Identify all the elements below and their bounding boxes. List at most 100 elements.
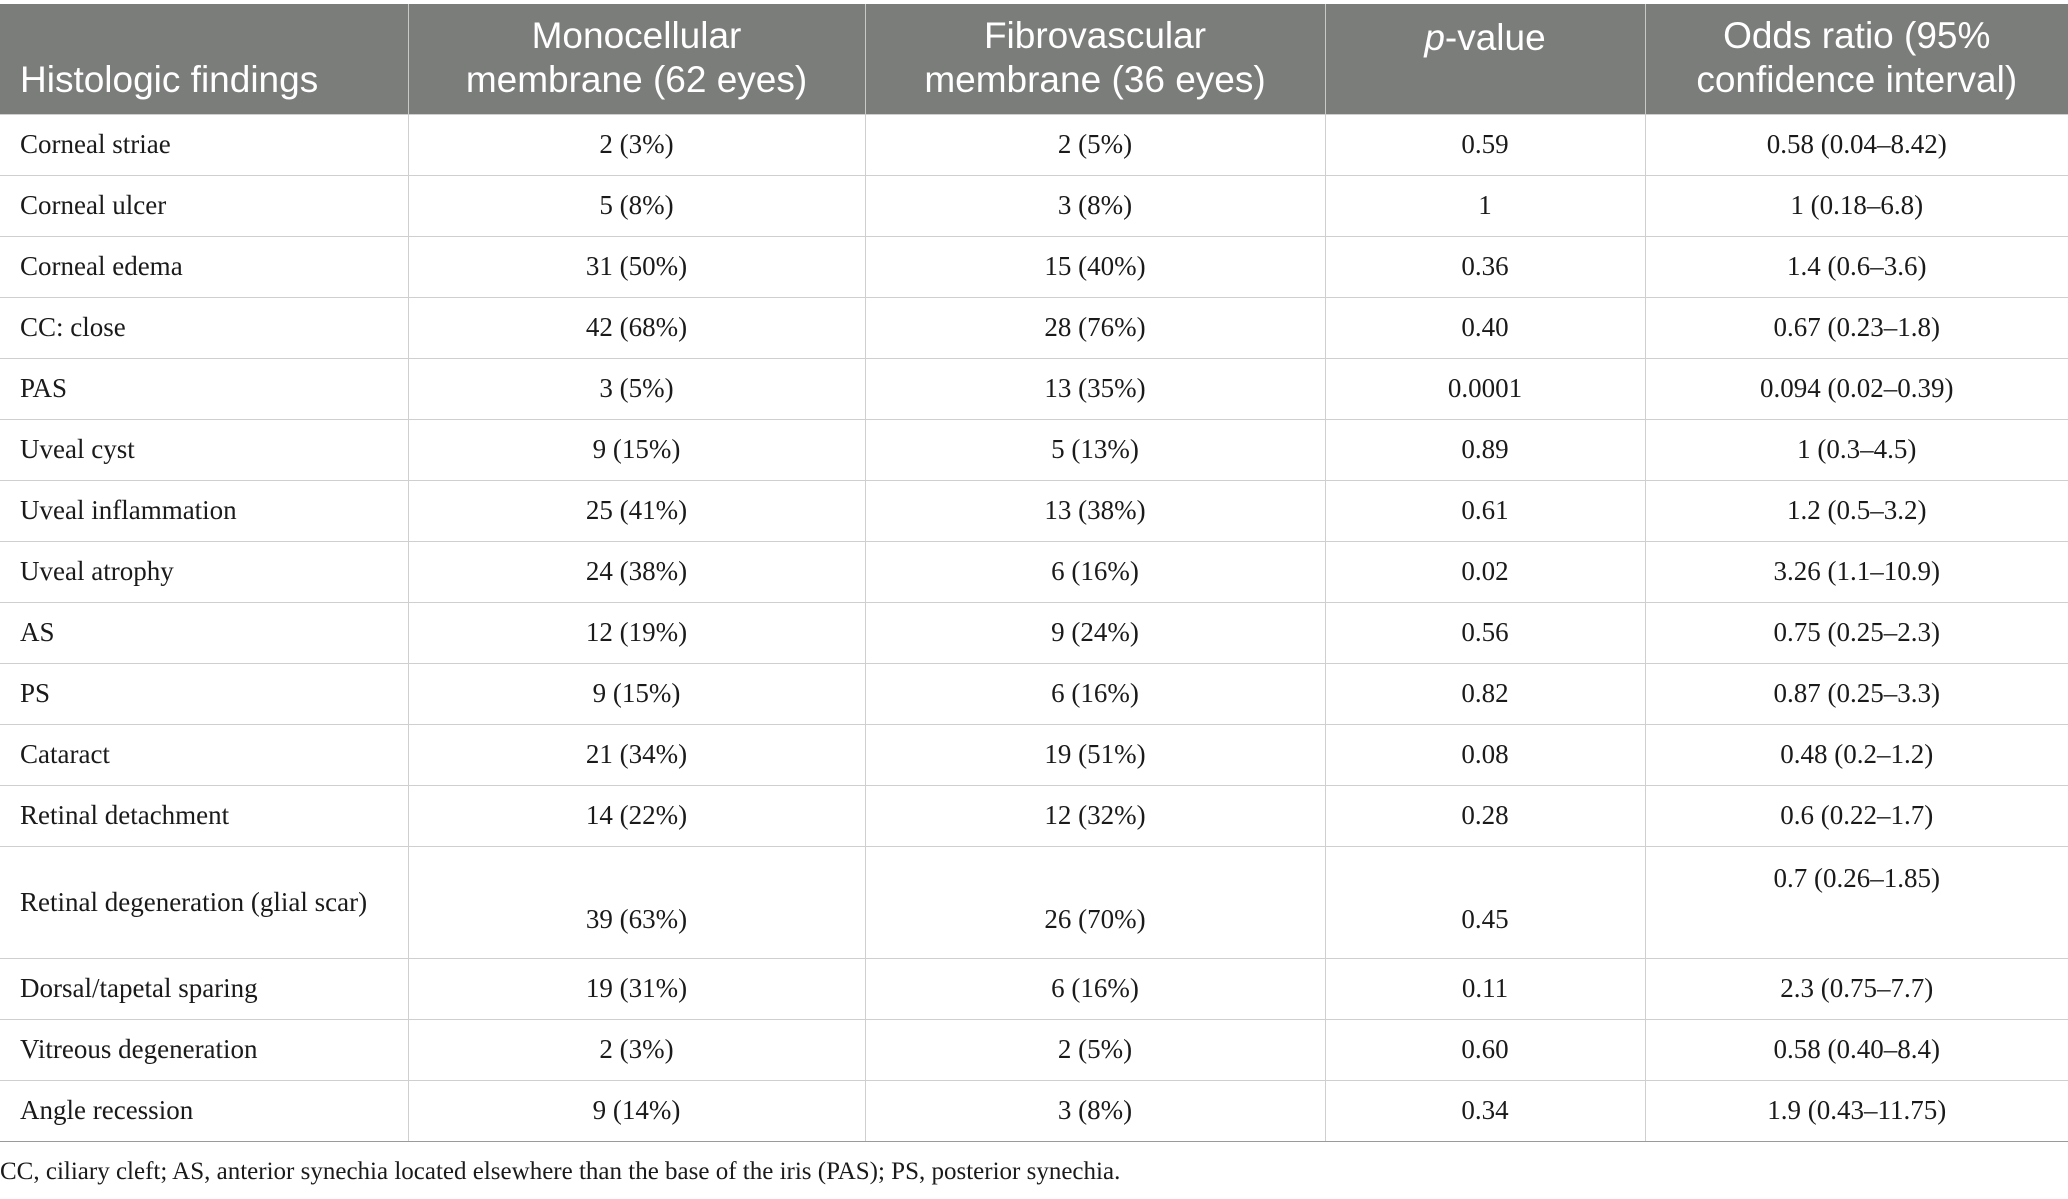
cell-monocellular: 19 (31%): [407, 957, 865, 1019]
cell-p-value: 0.08: [1324, 723, 1645, 785]
cell-p-value: 0.59: [1324, 113, 1645, 175]
cell-fibrovascular: 13 (35%): [864, 357, 1325, 419]
header-fibrovascular: Fibrovascular membrane (36 eyes): [864, 4, 1325, 114]
cell-odds-ratio: 1 (0.3–4.5): [1644, 418, 2068, 480]
table-footnote: CC, ciliary cleft; AS, anterior synechia…: [0, 1158, 1121, 1185]
table-row: Uveal inflammation 25 (41%) 13 (38%) 0.61 1.…: [0, 479, 2068, 541]
header-p-value: p-value: [1324, 4, 1645, 114]
cell-finding: AS: [0, 601, 408, 663]
cell-p-value: 0.0001: [1324, 357, 1645, 419]
cell-odds-ratio: 1.2 (0.5–3.2): [1644, 479, 2068, 541]
cell-p-value: 0.45: [1324, 845, 1645, 958]
histologic-findings-table: Histologic findings Monocellular membrane…: [0, 4, 2068, 1142]
header-row: Histologic findings Monocellular membrane…: [0, 4, 2068, 114]
cell-fibrovascular: 15 (40%): [864, 235, 1325, 297]
cell-monocellular: 3 (5%): [407, 357, 865, 419]
cell-finding: Retinal detachment: [0, 784, 408, 846]
header-histologic-findings: Histologic findings: [0, 4, 408, 114]
table-row: Retinal degeneration (glial scar) 39 (63%…: [0, 845, 2068, 958]
cell-fibrovascular: 6 (16%): [864, 540, 1325, 602]
cell-finding: Uveal inflammation: [0, 479, 408, 541]
cell-p-value: 0.28: [1324, 784, 1645, 846]
table-body: Corneal striae 2 (3%) 2 (5%) 0.59 0.58 (0.04…: [0, 113, 2068, 1142]
cell-odds-ratio: 1.9 (0.43–11.75): [1644, 1079, 2068, 1142]
cell-monocellular: 12 (19%): [407, 601, 865, 663]
cell-finding: Vitreous degeneration: [0, 1018, 408, 1080]
cell-monocellular: 24 (38%): [407, 540, 865, 602]
cell-odds-ratio: 1 (0.18–6.8): [1644, 174, 2068, 236]
cell-monocellular: 42 (68%): [407, 296, 865, 358]
cell-finding: Dorsal/tapetal sparing: [0, 957, 408, 1019]
table-row: CC: close 42 (68%) 28 (76%) 0.40 0.67 (0.23–…: [0, 296, 2068, 358]
cell-monocellular: 9 (15%): [407, 418, 865, 480]
cell-p-value: 0.61: [1324, 479, 1645, 541]
cell-p-value: 0.40: [1324, 296, 1645, 358]
cell-finding: Retinal degeneration (glial scar): [0, 845, 408, 958]
cell-fibrovascular: 26 (70%): [864, 845, 1325, 958]
cell-p-value: 0.82: [1324, 662, 1645, 724]
cell-monocellular: 14 (22%): [407, 784, 865, 846]
header-monocellular: Monocellular membrane (62 eyes): [407, 4, 865, 114]
table-row: Dorsal/tapetal sparing 19 (31%) 6 (16%) 0.1…: [0, 957, 2068, 1019]
cell-odds-ratio: 0.58 (0.04–8.42): [1644, 113, 2068, 175]
cell-finding: Angle recession: [0, 1079, 408, 1142]
table-row: Retinal detachment 14 (22%) 12 (32%) 0.28 0.…: [0, 784, 2068, 846]
table-row: AS 12 (19%) 9 (24%) 0.56 0.75 (0.25–2.3): [0, 601, 2068, 663]
cell-monocellular: 39 (63%): [407, 845, 865, 958]
cell-finding: Corneal ulcer: [0, 174, 408, 236]
table-row: Corneal striae 2 (3%) 2 (5%) 0.59 0.58 (0.04…: [0, 113, 2068, 175]
cell-odds-ratio: 3.26 (1.1–10.9): [1644, 540, 2068, 602]
cell-fibrovascular: 9 (24%): [864, 601, 1325, 663]
cell-monocellular: 2 (3%): [407, 113, 865, 175]
cell-monocellular: 25 (41%): [407, 479, 865, 541]
table-row: Cataract 21 (34%) 19 (51%) 0.08 0.48 (0.2–1.…: [0, 723, 2068, 785]
cell-monocellular: 9 (15%): [407, 662, 865, 724]
cell-fibrovascular: 3 (8%): [864, 174, 1325, 236]
cell-odds-ratio: 0.58 (0.40–8.4): [1644, 1018, 2068, 1080]
table-row: Uveal cyst 9 (15%) 5 (13%) 0.89 1 (0.3–4.5): [0, 418, 2068, 480]
cell-p-value: 0.34: [1324, 1079, 1645, 1142]
table-row: Uveal atrophy 24 (38%) 6 (16%) 0.02 3.26 (1.…: [0, 540, 2068, 602]
cell-odds-ratio: 2.3 (0.75–7.7): [1644, 957, 2068, 1019]
cell-monocellular: 9 (14%): [407, 1079, 865, 1142]
cell-fibrovascular: 6 (16%): [864, 662, 1325, 724]
cell-fibrovascular: 12 (32%): [864, 784, 1325, 846]
table-row: PS 9 (15%) 6 (16%) 0.82 0.87 (0.25–3.3): [0, 662, 2068, 724]
cell-p-value: 0.60: [1324, 1018, 1645, 1080]
cell-odds-ratio: 0.87 (0.25–3.3): [1644, 662, 2068, 724]
cell-odds-ratio: 0.67 (0.23–1.8): [1644, 296, 2068, 358]
table-row: PAS 3 (5%) 13 (35%) 0.0001 0.094 (0.02–0.39): [0, 357, 2068, 419]
cell-monocellular: 31 (50%): [407, 235, 865, 297]
cell-fibrovascular: 19 (51%): [864, 723, 1325, 785]
cell-fibrovascular: 13 (38%): [864, 479, 1325, 541]
cell-monocellular: 5 (8%): [407, 174, 865, 236]
cell-fibrovascular: 3 (8%): [864, 1079, 1325, 1142]
cell-fibrovascular: 6 (16%): [864, 957, 1325, 1019]
header-odds-ratio: Odds ratio (95% confidence interval): [1644, 4, 2068, 114]
cell-odds-ratio: 0.6 (0.22–1.7): [1644, 784, 2068, 846]
cell-monocellular: 21 (34%): [407, 723, 865, 785]
table-header: Histologic findings Monocellular membrane…: [0, 4, 2068, 114]
cell-odds-ratio: 0.094 (0.02–0.39): [1644, 357, 2068, 419]
cell-fibrovascular: 5 (13%): [864, 418, 1325, 480]
cell-finding: CC: close: [0, 296, 408, 358]
cell-p-value: 0.02: [1324, 540, 1645, 602]
cell-finding: Corneal edema: [0, 235, 408, 297]
table-container: Histologic findings Monocellular membrane…: [0, 4, 2068, 1142]
cell-odds-ratio: 0.75 (0.25–2.3): [1644, 601, 2068, 663]
cell-odds-ratio: 1.4 (0.6–3.6): [1644, 235, 2068, 297]
cell-monocellular: 2 (3%): [407, 1018, 865, 1080]
cell-fibrovascular: 2 (5%): [864, 113, 1325, 175]
cell-p-value: 0.89: [1324, 418, 1645, 480]
cell-odds-ratio: 0.48 (0.2–1.2): [1644, 723, 2068, 785]
table-row: Corneal ulcer 5 (8%) 3 (8%) 1 1 (0.18–6.8): [0, 174, 2068, 236]
cell-p-value: 0.36: [1324, 235, 1645, 297]
table-row: Angle recession 9 (14%) 3 (8%) 0.34 1.9 (0.4…: [0, 1079, 2068, 1142]
cell-finding: Cataract: [0, 723, 408, 785]
cell-finding: Corneal striae: [0, 113, 408, 175]
table-row: Vitreous degeneration 2 (3%) 2 (5%) 0.60 0.5…: [0, 1018, 2068, 1080]
cell-p-value: 1: [1324, 174, 1645, 236]
cell-odds-ratio: 0.7 (0.26–1.85): [1644, 845, 2068, 958]
cell-finding: Uveal cyst: [0, 418, 408, 480]
cell-finding: Uveal atrophy: [0, 540, 408, 602]
